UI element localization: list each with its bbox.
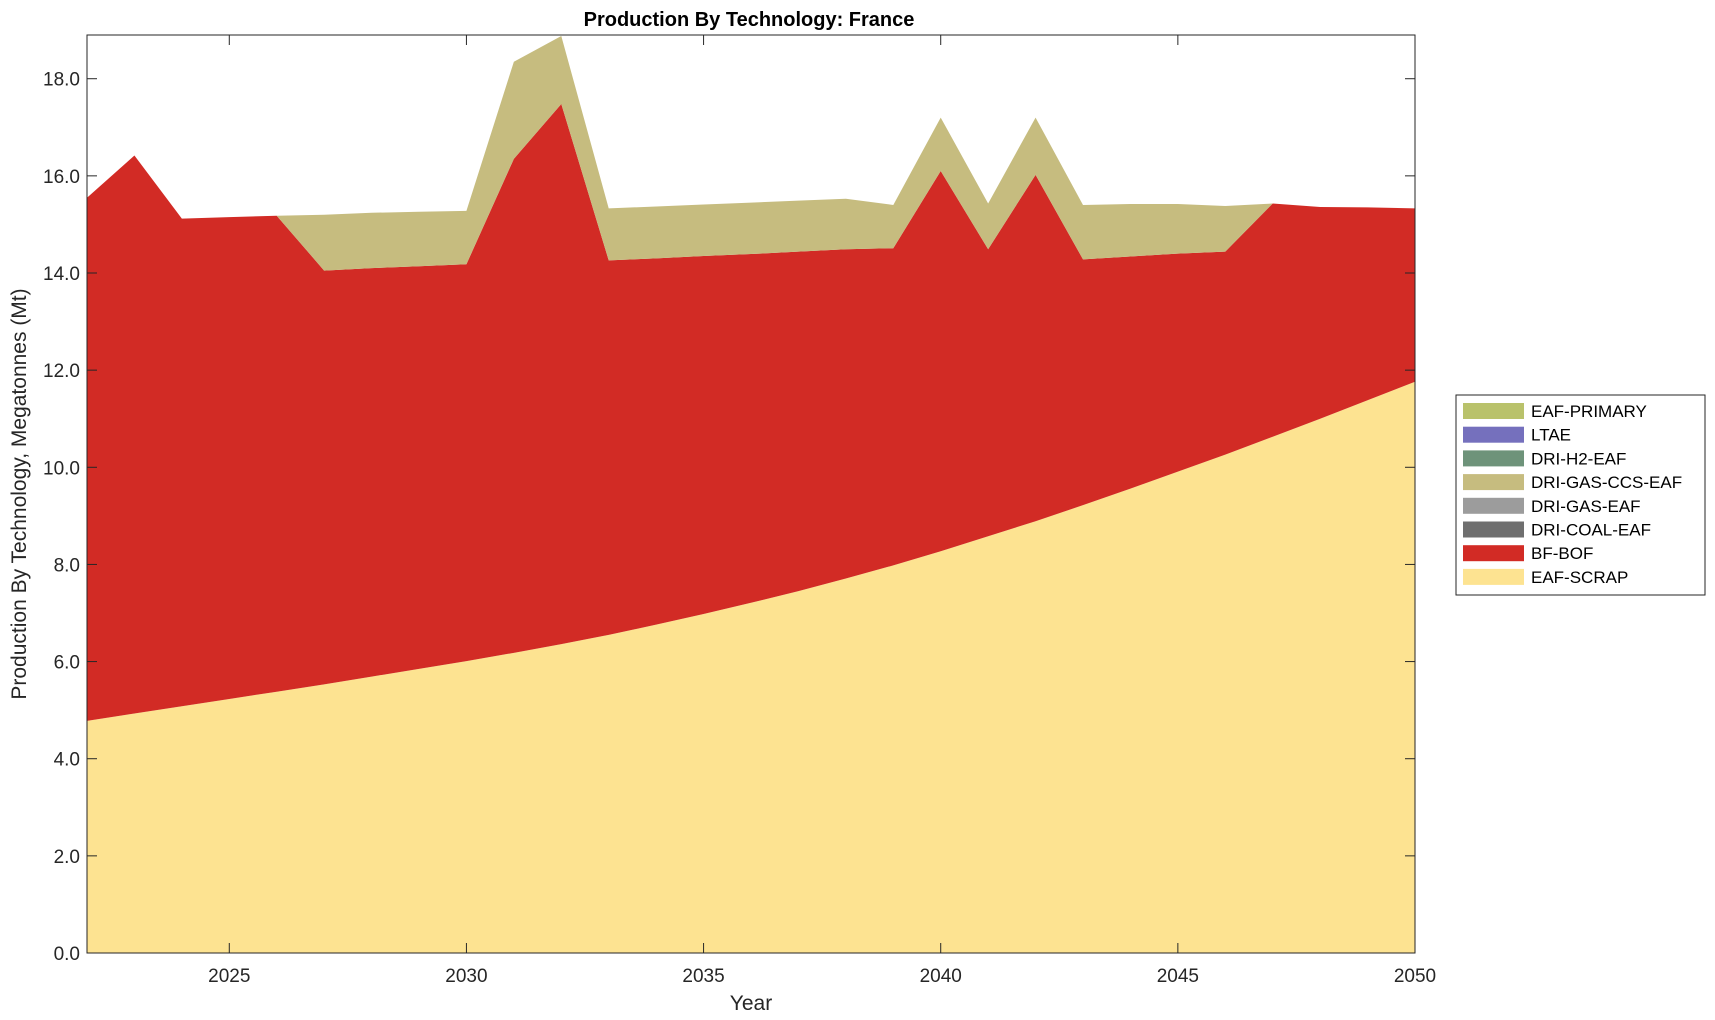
x-tick-label: 2050 <box>1394 966 1436 987</box>
y-tick-label: 0.0 <box>54 944 80 965</box>
area-ltae <box>87 35 1415 219</box>
chart-title: Production By Technology: France <box>584 9 915 31</box>
area-eaf-scrap <box>87 381 1415 953</box>
legend-box <box>1455 394 1706 596</box>
legend-label-dri-h2-eaf: DRI-H2-EAF <box>1531 449 1626 468</box>
y-tick-label: 14.0 <box>43 264 80 285</box>
area-series-group <box>87 35 1415 953</box>
y-tick-label: 8.0 <box>54 555 80 576</box>
legend-label-ltae: LTAE <box>1531 426 1571 445</box>
y-tick-label: 12.0 <box>43 361 80 382</box>
legend-swatch-bf-bof <box>1463 545 1524 562</box>
legend-swatch-dri-gas-ccs-eaf <box>1463 474 1524 491</box>
x-tick-label: 2045 <box>1157 966 1199 987</box>
plot-frame <box>86 34 1416 954</box>
legend-swatch-eaf-scrap <box>1463 568 1524 585</box>
x-tick-label: 2030 <box>445 966 487 987</box>
legend-label-eaf-scrap: EAF-SCRAP <box>1531 568 1628 587</box>
legend: EAF-PRIMARY LTAE DRI-H2-EAF DRI-GAS-CCS-EAF… <box>1455 394 1706 596</box>
area-dri-gas-ccs-eaf <box>87 35 1415 271</box>
x-tick-label: 2035 <box>682 966 724 987</box>
legend-label-eaf-primary: EAF-PRIMARY <box>1531 402 1647 421</box>
legend-label-dri-gas-ccs-eaf: DRI-GAS-CCS-EAF <box>1531 473 1682 492</box>
legend-label-dri-gas-eaf: DRI-GAS-EAF <box>1531 497 1641 516</box>
legend-swatch-dri-gas-eaf <box>1463 497 1524 514</box>
x-axis-label: Year <box>730 992 772 1015</box>
x-tick-label: 2040 <box>920 966 962 987</box>
legend-swatch-eaf-primary <box>1463 403 1524 419</box>
legend-swatch-ltae <box>1463 426 1524 443</box>
y-tick-label: 10.0 <box>43 458 80 479</box>
legend-label-dri-coal-eaf: DRI-COAL-EAF <box>1531 521 1651 540</box>
area-bf-bof <box>87 103 1415 721</box>
y-tick-label: 4.0 <box>54 750 80 771</box>
y-tick-label: 16.0 <box>43 167 80 188</box>
legend-swatch-dri-h2-eaf <box>1463 450 1524 467</box>
legend-swatch-dri-coal-eaf <box>1463 521 1524 538</box>
x-axis-ticks: 2025 2030 2035 2040 2045 2050 <box>208 35 1436 987</box>
y-tick-label: 2.0 <box>54 847 80 868</box>
area-eaf-primary <box>87 35 1415 219</box>
y-axis-ticks: 0.0 2.0 4.0 6.0 8.0 10.0 12.0 14.0 16.0 18.0 <box>43 70 1415 965</box>
area-dri-h2-eaf <box>87 35 1415 219</box>
y-tick-label: 6.0 <box>54 653 80 674</box>
x-tick-label: 2025 <box>208 966 250 987</box>
y-axis-label: Production By Technology, Megatonnes (Mt… <box>8 288 31 699</box>
y-tick-label: 18.0 <box>43 70 80 91</box>
legend-label-bf-bof: BF-BOF <box>1531 544 1593 563</box>
